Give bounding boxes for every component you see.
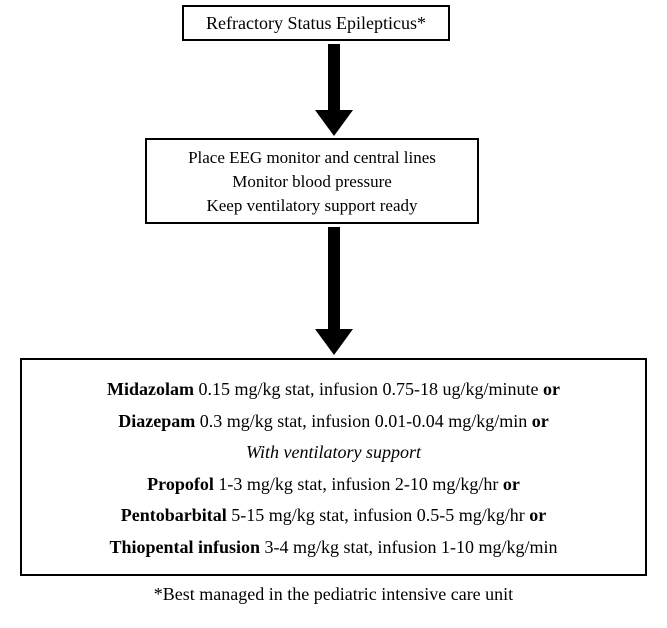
arrow-2 <box>314 227 354 355</box>
node-title-text: Refractory Status Epilepticus* <box>206 13 426 33</box>
footnote-text: *Best managed in the pediatric intensive… <box>154 584 513 604</box>
node-title: Refractory Status Epilepticus* <box>182 5 450 41</box>
prep-line1: Place EEG monitor and central lines <box>151 146 473 170</box>
rx-line6-drug: Thiopental infusion <box>109 537 260 557</box>
rx-line2-tail: or <box>532 411 549 431</box>
rx-line4-drug: Propofol <box>147 474 214 494</box>
footnote: *Best managed in the pediatric intensive… <box>0 584 667 605</box>
rx-line1-tail: or <box>543 379 560 399</box>
rx-line5-drug: Pentobarbital <box>121 505 227 525</box>
prep-line3: Keep ventilatory support ready <box>151 194 473 218</box>
rx-line6-dose: 3-4 mg/kg stat, infusion 1-10 mg/kg/min <box>260 537 558 557</box>
rx-line2-drug: Diazepam <box>118 411 195 431</box>
rx-line5-dose: 5-15 mg/kg stat, infusion 0.5-5 mg/kg/hr <box>227 505 529 525</box>
rx-line3: With ventilatory support <box>32 437 635 469</box>
rx-line2: Diazepam 0.3 mg/kg stat, infusion 0.01-0… <box>32 406 635 438</box>
rx-line5-tail: or <box>529 505 546 525</box>
rx-line1-dose: 0.15 mg/kg stat, infusion 0.75-18 ug/kg/… <box>194 379 543 399</box>
prep-line2: Monitor blood pressure <box>151 170 473 194</box>
rx-line6: Thiopental infusion 3-4 mg/kg stat, infu… <box>32 532 635 564</box>
rx-line1-drug: Midazolam <box>107 379 194 399</box>
node-prep: Place EEG monitor and central lines Moni… <box>145 138 479 224</box>
rx-line1: Midazolam 0.15 mg/kg stat, infusion 0.75… <box>32 374 635 406</box>
rx-line4: Propofol 1-3 mg/kg stat, infusion 2-10 m… <box>32 469 635 501</box>
rx-line4-tail: or <box>503 474 520 494</box>
arrow-1 <box>314 44 354 136</box>
rx-line2-dose: 0.3 mg/kg stat, infusion 0.01-0.04 mg/kg… <box>195 411 532 431</box>
rx-line4-dose: 1-3 mg/kg stat, infusion 2-10 mg/kg/hr <box>214 474 503 494</box>
rx-line5: Pentobarbital 5-15 mg/kg stat, infusion … <box>32 500 635 532</box>
node-rx: Midazolam 0.15 mg/kg stat, infusion 0.75… <box>20 358 647 576</box>
